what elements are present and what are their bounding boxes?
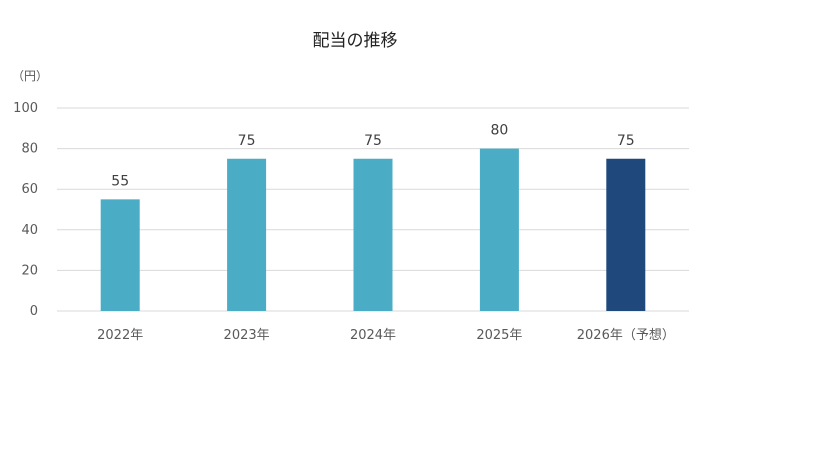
bar xyxy=(227,158,267,311)
data-label: 75 xyxy=(617,133,635,149)
x-tick-label: 2024年 xyxy=(350,328,396,343)
data-label: 55 xyxy=(111,173,129,189)
y-tick-label: 80 xyxy=(21,142,38,157)
data-label: 75 xyxy=(238,133,256,149)
bar xyxy=(606,158,646,311)
y-tick-label: 20 xyxy=(21,263,38,278)
y-tick-label: 60 xyxy=(21,182,38,197)
x-tick-label: 2026年（予想） xyxy=(577,327,675,343)
y-tick-label: 40 xyxy=(21,223,38,238)
y-tick-label: 0 xyxy=(30,304,38,319)
bar xyxy=(353,158,393,311)
data-label: 80 xyxy=(490,123,508,139)
x-tick-label: 2023年 xyxy=(224,328,270,343)
x-tick-label: 2025年 xyxy=(476,328,522,343)
y-axis-unit-label: （円） xyxy=(12,69,49,83)
y-tick-label: 100 xyxy=(13,101,38,116)
chart-title: 配当の推移 xyxy=(312,31,398,51)
x-tick-label: 2022年 xyxy=(97,328,143,343)
bar xyxy=(100,199,140,311)
bar xyxy=(479,148,519,311)
data-label: 75 xyxy=(364,133,382,149)
